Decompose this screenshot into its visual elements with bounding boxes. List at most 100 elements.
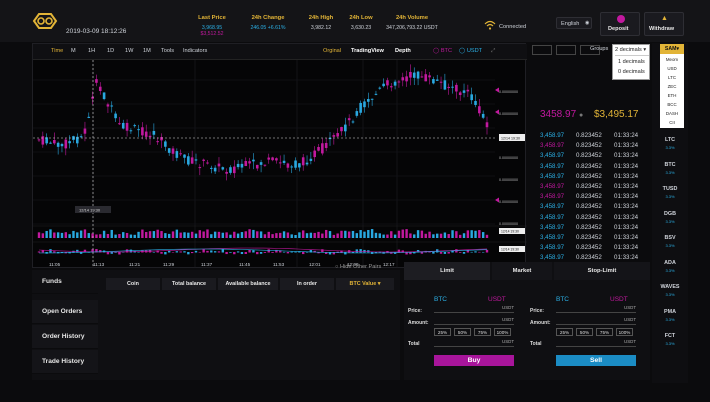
coin-name: FCT xyxy=(664,333,676,339)
sell-amount-input[interactable]: USDT xyxy=(556,317,636,325)
tab-limit[interactable]: Limit xyxy=(404,262,490,280)
tab-funds[interactable]: Funds xyxy=(32,270,98,294)
col-coin[interactable]: Coin xyxy=(106,278,160,290)
coin-item[interactable]: DGB 3.3% xyxy=(652,211,688,224)
macd-bar xyxy=(409,252,412,255)
col-btc-value[interactable]: BTC Value ▾ xyxy=(336,278,394,290)
order-book-row[interactable]: 3,458.97 0.823452 01:33:24 xyxy=(540,163,652,172)
quote-option[interactable]: ZEC xyxy=(667,84,677,89)
interval-1h[interactable]: 1H xyxy=(88,48,96,54)
deposit-button[interactable]: Deposit xyxy=(600,12,640,36)
hide-other-pairs-toggle[interactable]: ○ Hide Other Pairs xyxy=(335,264,381,270)
candle xyxy=(317,144,320,152)
sell-percent-button[interactable]: 25% xyxy=(556,328,573,336)
order-book-row[interactable]: 3,458.97 0.823452 01:33:24 xyxy=(540,173,652,182)
view-depth[interactable]: Depth xyxy=(395,48,411,54)
macd-bar xyxy=(91,249,94,253)
price-axis-label: 0.00000000 xyxy=(499,156,518,160)
volume-bar xyxy=(328,231,332,238)
groups-selected[interactable]: 2 decimals ▾ xyxy=(615,47,649,56)
tools-menu[interactable]: Tools xyxy=(161,48,175,54)
sell-percent-button[interactable]: 50% xyxy=(576,328,593,336)
volume-bar xyxy=(137,231,140,238)
sell-price-input[interactable]: USDT xyxy=(556,305,636,313)
quote-option[interactable]: CII xyxy=(669,120,675,125)
layout-both-button[interactable] xyxy=(532,45,552,55)
buy-percent-button[interactable]: 25% xyxy=(434,328,451,336)
coin-item[interactable]: LTC 3.3% xyxy=(652,137,688,150)
buy-button[interactable]: Buy xyxy=(434,355,514,366)
quote-option[interactable]: DASH xyxy=(665,111,679,116)
buy-total-input[interactable]: USDT xyxy=(434,339,514,347)
interval-1m[interactable]: 1M xyxy=(143,48,151,54)
buy-percent-button[interactable]: 75% xyxy=(474,328,491,336)
col-in-order[interactable]: In order xyxy=(280,278,334,290)
tab-market[interactable]: Market xyxy=(492,262,552,280)
tab-stop-limit[interactable]: Stop-Limit xyxy=(554,262,650,280)
macd-bar xyxy=(137,251,140,253)
order-book-row[interactable]: 3,458.97 0.823452 01:33:24 xyxy=(540,203,652,212)
sell-total-input[interactable]: USDT xyxy=(556,339,636,347)
legend-btc[interactable]: ◯ BTC xyxy=(433,48,453,54)
sell-percent-button[interactable]: 75% xyxy=(596,328,613,336)
quote-option[interactable]: USD xyxy=(667,66,677,71)
order-book-row[interactable]: 3,458.97 0.823452 01:33:24 xyxy=(540,152,652,161)
interval-m[interactable]: M xyxy=(71,48,76,54)
col-total-balance[interactable]: Total balance xyxy=(162,278,216,290)
candle xyxy=(466,84,470,97)
indicators-menu[interactable]: Indicators xyxy=(183,48,208,54)
candle xyxy=(106,102,110,114)
order-book-row[interactable]: 3,458.97 0.823452 01:33:24 xyxy=(540,234,652,243)
logo-icon[interactable] xyxy=(30,12,60,30)
coin-item[interactable]: WAVES 3.3% xyxy=(652,284,688,297)
coin-item[interactable]: BTC 3.3% xyxy=(652,162,688,175)
order-book-row[interactable]: 3,458.97 0.823452 01:33:24 xyxy=(540,224,652,233)
tab-open-orders[interactable]: Open Orders xyxy=(32,300,98,324)
interval-1w[interactable]: 1W xyxy=(125,48,134,54)
interval-time[interactable]: Time xyxy=(51,48,64,54)
order-book-row[interactable]: 3,458.97 0.823452 01:33:24 xyxy=(540,214,652,223)
groups-option-1[interactable]: 1 decimals xyxy=(618,59,645,65)
groups-option-0[interactable]: 0 decimals xyxy=(618,69,645,75)
quote-option[interactable]: BCC xyxy=(667,102,677,107)
layout-bids-button[interactable] xyxy=(556,45,576,55)
view-tradingview[interactable]: TradingView xyxy=(351,48,384,54)
buy-amount-input[interactable]: USDT xyxy=(434,317,514,325)
language-select[interactable]: English ◉ xyxy=(556,17,592,29)
order-book-row[interactable]: 3,458.97 0.823452 01:33:24 xyxy=(540,142,652,151)
coin-item[interactable]: PMA 3.3% xyxy=(652,309,688,322)
coin-item[interactable]: ADA 3.3% xyxy=(652,260,688,273)
sell-button[interactable]: Sell xyxy=(556,355,636,366)
tab-order-history[interactable]: Order History xyxy=(32,325,98,349)
view-original[interactable]: Orginal xyxy=(323,48,342,54)
col-available-balance[interactable]: Available balance xyxy=(218,278,278,290)
coin-item[interactable]: BSV 3.3% xyxy=(652,235,688,248)
order-book-row[interactable]: 3,458.97 0.823452 01:33:24 xyxy=(540,183,652,192)
order-book-row[interactable]: 3,458.97 0.823452 01:33:24 xyxy=(540,244,652,253)
buy-percent-button[interactable]: 50% xyxy=(454,328,471,336)
layout-asks-button[interactable] xyxy=(580,45,600,55)
candle xyxy=(451,80,454,94)
candlestick-chart[interactable]: 0.00000000 0.00000000 0.00000000 0.00000000… xyxy=(33,60,527,268)
buy-price-input[interactable]: USDT xyxy=(434,305,514,313)
quote-option[interactable]: ETH xyxy=(667,93,677,98)
quote-option[interactable]: Meom xyxy=(665,57,679,62)
price-axis-label: 0.00000000 xyxy=(499,222,518,226)
order-book-row[interactable]: 3,458.97 0.823452 01:33:24 xyxy=(540,254,652,263)
fullscreen-icon[interactable]: ⤢ xyxy=(491,48,496,54)
tab-trade-history[interactable]: Trade History xyxy=(32,350,98,374)
groups-dropdown[interactable]: 2 decimals ▾ 1 decimals 0 decimals xyxy=(612,44,650,80)
quote-selected[interactable]: SAM▾ xyxy=(660,44,684,54)
order-book-row[interactable]: 3,458.97 0.823452 01:33:24 xyxy=(540,132,652,141)
coin-item[interactable]: TUSD 3.3% xyxy=(652,186,688,199)
interval-1d[interactable]: 1D xyxy=(107,48,115,54)
withdraw-button[interactable]: ▲ Withdraw xyxy=(644,12,684,36)
buy-percent-button[interactable]: 100% xyxy=(494,328,511,336)
quote-option[interactable]: LTC xyxy=(668,75,676,80)
order-book-row[interactable]: 3,458.97 0.823452 01:33:24 xyxy=(540,193,652,202)
legend-usdt[interactable]: ◯ USDT xyxy=(459,48,483,54)
coin-item[interactable]: FCT 3.3% xyxy=(652,333,688,346)
volume-bar xyxy=(141,229,144,238)
sell-percent-button[interactable]: 100% xyxy=(616,328,633,336)
quote-dropdown[interactable]: SAM▾ Meom USD LTC ZEC ETH BCC DASH CII xyxy=(660,44,684,128)
